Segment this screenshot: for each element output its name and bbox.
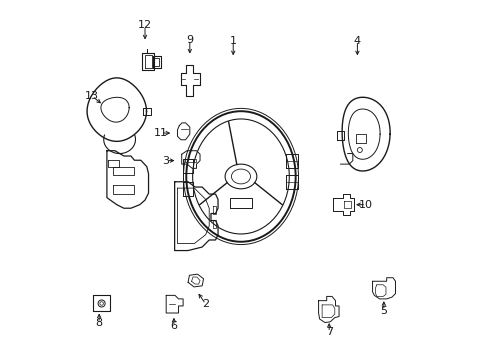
- Text: 7: 7: [325, 327, 332, 337]
- Text: 10: 10: [359, 200, 372, 210]
- Text: 8: 8: [95, 318, 102, 328]
- Text: 6: 6: [170, 321, 177, 332]
- Text: 2: 2: [202, 299, 209, 309]
- Text: 13: 13: [85, 91, 99, 101]
- Text: 1: 1: [229, 36, 236, 46]
- Text: 4: 4: [353, 36, 360, 46]
- Text: 3: 3: [163, 156, 169, 166]
- Text: 9: 9: [186, 35, 193, 45]
- Text: 12: 12: [138, 21, 152, 31]
- Text: 5: 5: [380, 306, 386, 315]
- Text: 11: 11: [153, 128, 167, 138]
